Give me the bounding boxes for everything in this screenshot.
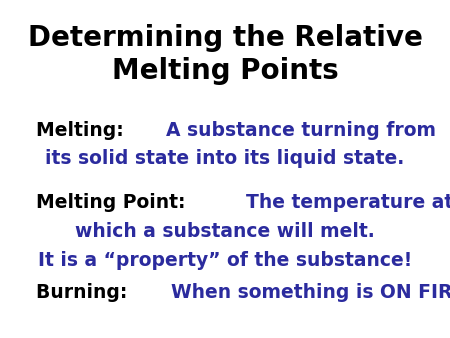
Text: which a substance will melt.: which a substance will melt. bbox=[75, 222, 375, 241]
Text: Melting Point:: Melting Point: bbox=[36, 193, 198, 212]
Text: Determining the Relative
Melting Points: Determining the Relative Melting Points bbox=[27, 24, 423, 85]
Text: Burning:: Burning: bbox=[36, 283, 140, 302]
Text: When something is ON FIRE!: When something is ON FIRE! bbox=[171, 283, 450, 302]
Text: A substance turning from: A substance turning from bbox=[166, 121, 436, 140]
Text: The temperature at: The temperature at bbox=[246, 193, 450, 212]
Text: its solid state into its liquid state.: its solid state into its liquid state. bbox=[45, 149, 405, 168]
Text: It is a “property” of the substance!: It is a “property” of the substance! bbox=[38, 251, 412, 270]
Text: Melting:: Melting: bbox=[36, 121, 137, 140]
